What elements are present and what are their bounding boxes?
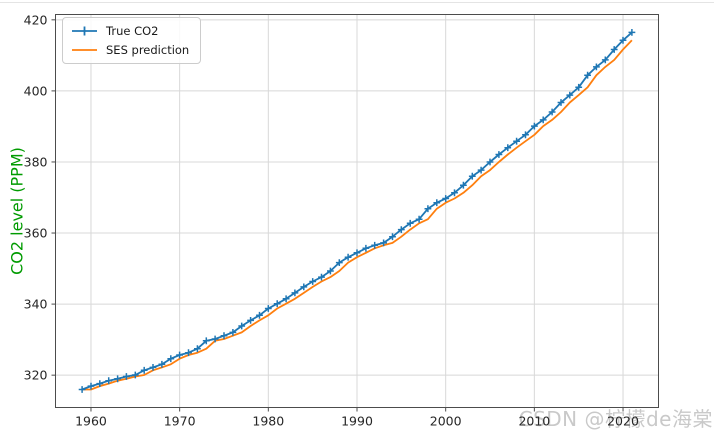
y-tick-label: 320 — [24, 368, 48, 383]
x-tick-label: 1990 — [341, 414, 373, 429]
legend-item-ses-prediction: SES prediction — [71, 43, 189, 57]
x-tick-label: 2020 — [607, 414, 639, 429]
csdn-watermark: CSDN @柠檬de海棠 — [518, 407, 713, 431]
series-line-ses-prediction — [82, 39, 633, 391]
legend-item-true-co2: True CO2 — [71, 24, 189, 38]
y-tick-label: 360 — [24, 226, 48, 241]
legend-label-true-co2: True CO2 — [106, 24, 159, 38]
y-tick-label: 380 — [24, 154, 48, 169]
chart-legend: True CO2 SES prediction — [62, 17, 202, 64]
x-tick-label: 1980 — [252, 414, 284, 429]
y-tick-label: 400 — [24, 83, 48, 98]
legend-sample-ses-prediction-icon — [72, 49, 97, 51]
page-top-divider — [0, 2, 714, 3]
y-tick-label: 420 — [24, 12, 48, 27]
y-axis-title: CO2 level (PPM) — [7, 147, 27, 275]
x-tick-label: 1970 — [164, 414, 196, 429]
x-tick-label: 2010 — [518, 414, 550, 429]
x-tick-label: 1960 — [75, 414, 107, 429]
x-tick-label: 2000 — [430, 414, 462, 429]
legend-sample-true-co2-icon — [72, 26, 97, 36]
legend-label-ses-prediction: SES prediction — [106, 43, 190, 57]
series-markers-true-co2 — [78, 29, 636, 393]
y-tick-label: 340 — [24, 297, 48, 312]
